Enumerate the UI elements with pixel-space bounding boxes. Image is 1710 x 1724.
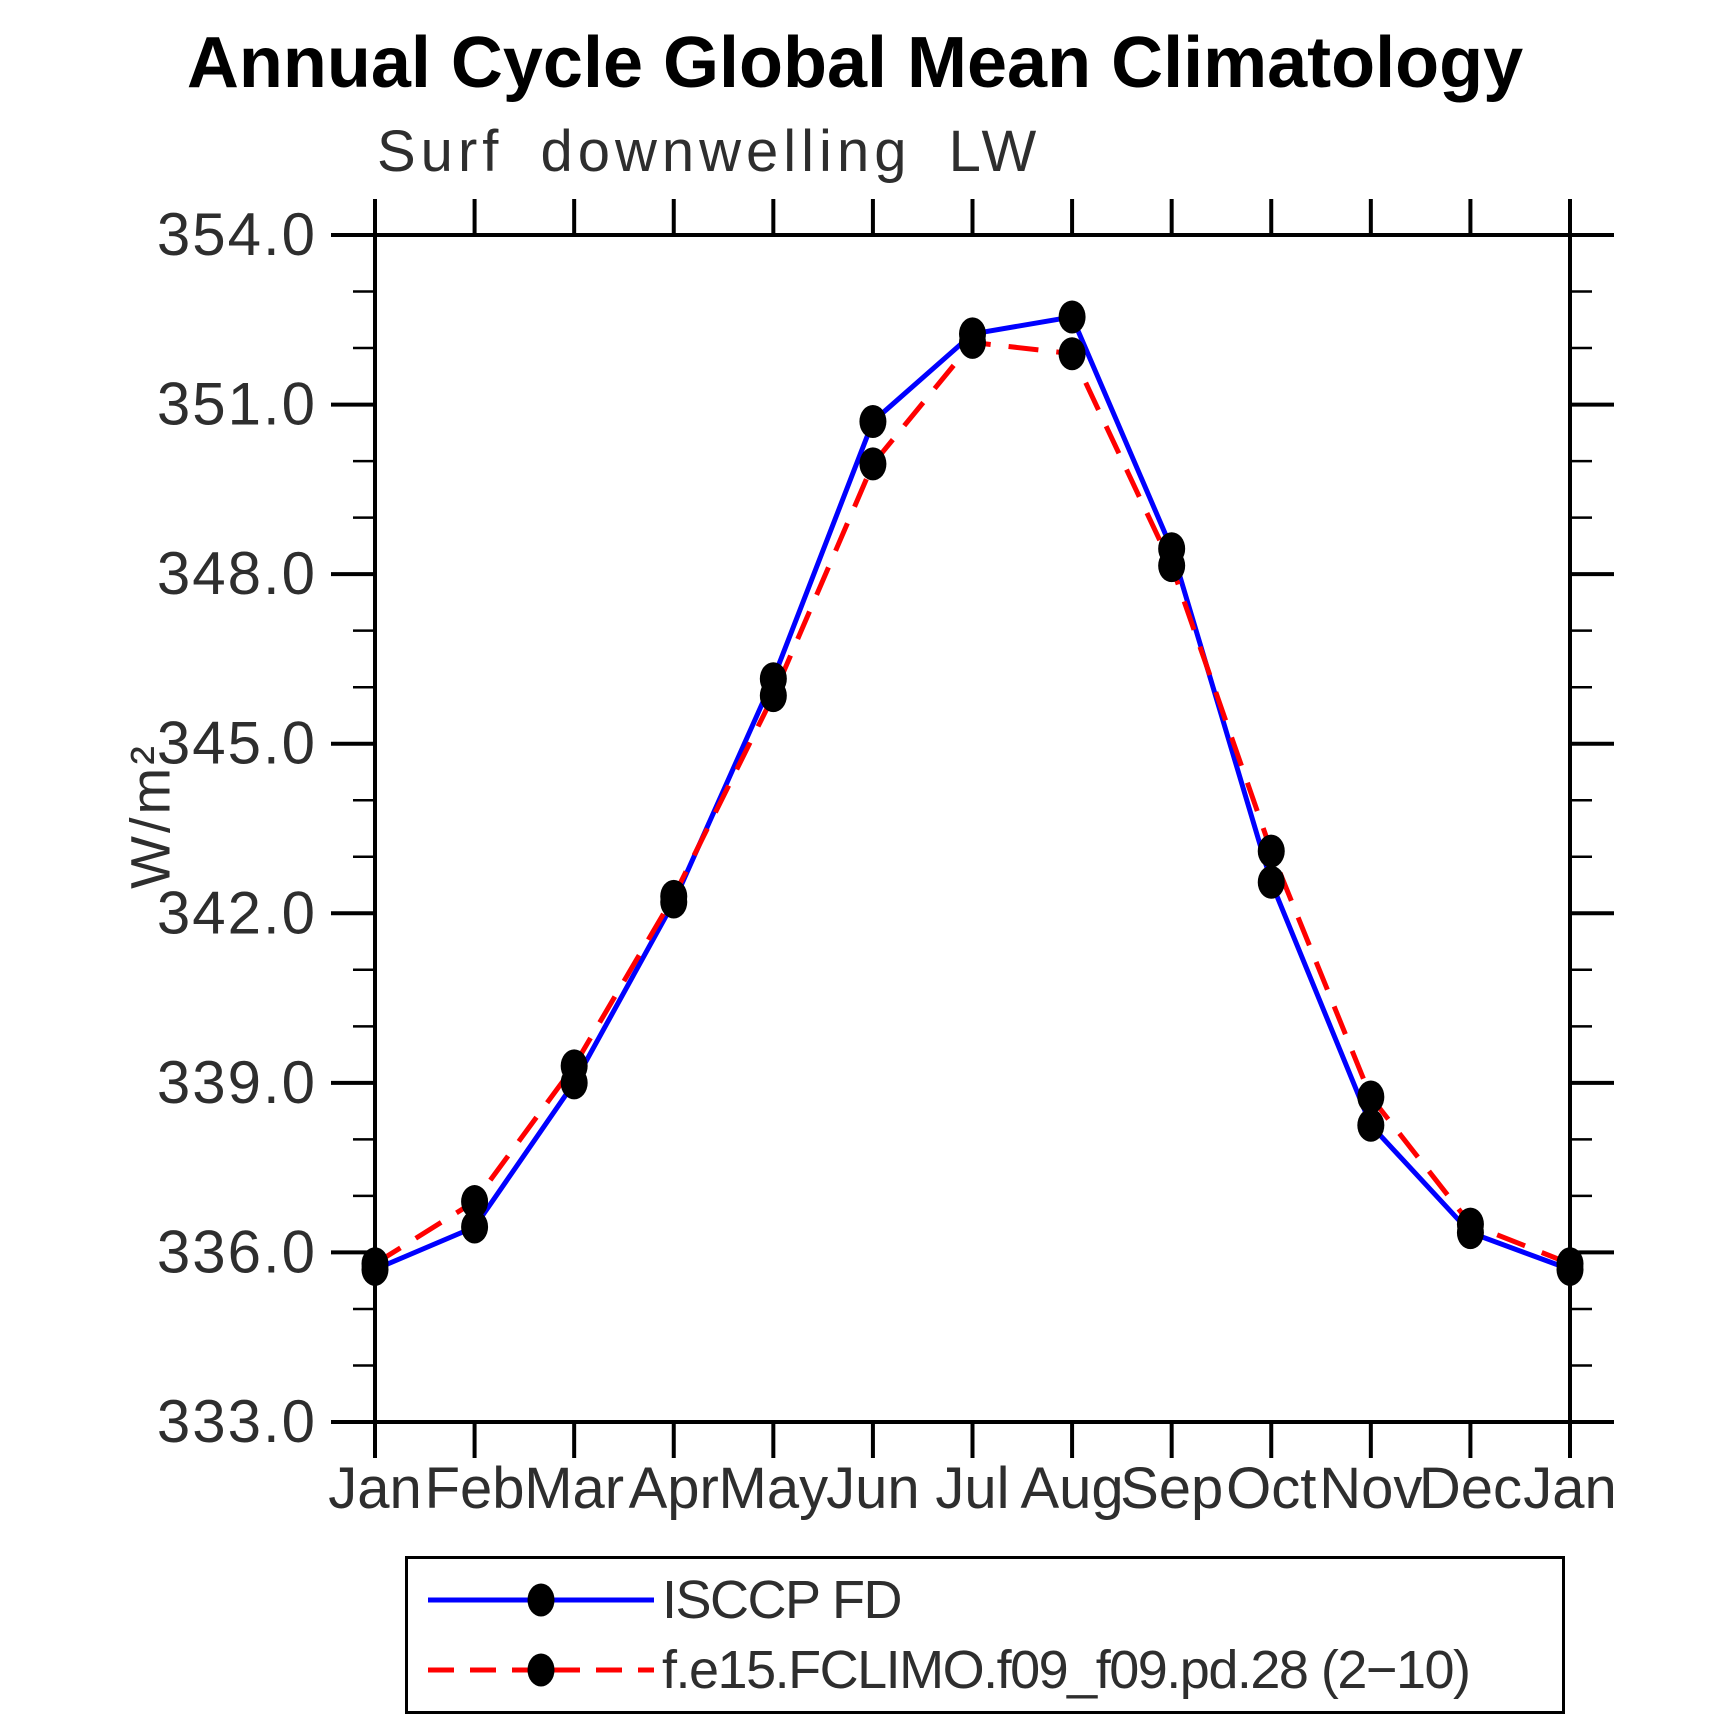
legend-label-isccp-fd: ISCCP FD — [662, 1570, 903, 1630]
chart-subtitle: Surf downwelling LW — [377, 119, 1042, 184]
x-tick-label: Sep — [1120, 1456, 1223, 1521]
y-tick-label: 354.0 — [157, 201, 317, 268]
data-point-marker-series-1 — [1058, 337, 1086, 371]
legend-entry-model: f.e15.FCLIMO.f09_f09.pd.28 (2−10) — [408, 1639, 1562, 1701]
x-tick-label: Apr — [629, 1456, 719, 1521]
x-tick-label: Jan — [328, 1456, 422, 1521]
x-tick-label: Nov — [1319, 1456, 1422, 1521]
legend-box: ISCCP FD f.e15.FCLIMO.f09_f09.pd.28 (2−1… — [405, 1556, 1565, 1714]
x-tick-label: Dec — [1419, 1456, 1522, 1521]
legend-marker-dot — [527, 1583, 555, 1617]
data-point-marker-series-0 — [1257, 865, 1285, 899]
series-line-0 — [374, 314, 1571, 1272]
data-point-marker-series-1 — [959, 325, 986, 359]
data-point-marker-series-1 — [660, 879, 688, 913]
y-axis-label: W/m² — [118, 743, 182, 889]
x-tick-label: Oct — [1226, 1456, 1316, 1521]
y-tick-label: 333.0 — [157, 1388, 317, 1455]
legend-label-model: f.e15.FCLIMO.f09_f09.pd.28 (2−10) — [662, 1640, 1471, 1700]
plot-frame — [373, 233, 1572, 1424]
x-tick-label: Jun — [826, 1456, 920, 1521]
data-point-marker-series-1 — [859, 447, 887, 481]
chart-title: Annual Cycle Global Mean Climatology — [186, 23, 1524, 103]
y-tick-label: 348.0 — [157, 540, 317, 607]
data-point-marker-series-1 — [1556, 1247, 1584, 1281]
x-tick-label: Mar — [524, 1456, 624, 1521]
y-tick-label: 339.0 — [157, 1049, 317, 1116]
legend-entry-isccp-fd: ISCCP FD — [408, 1569, 1562, 1631]
data-point-marker-series-0 — [461, 1210, 489, 1244]
legend-solid-line-sample — [428, 1583, 654, 1617]
data-point-marker-series-1 — [361, 1247, 389, 1281]
x-tick-label: Jul — [935, 1456, 1009, 1521]
series-line-1 — [373, 339, 1571, 1267]
data-point-marker-series-1 — [1456, 1207, 1484, 1241]
x-tick-label: Aug — [1020, 1456, 1123, 1521]
y-tick-label: 351.0 — [157, 371, 317, 438]
data-point-marker-series-1 — [1257, 834, 1285, 868]
y-tick-label: 342.0 — [157, 879, 317, 946]
data-point-marker-series-0 — [1357, 1108, 1385, 1142]
data-point-marker-series-1 — [759, 679, 787, 713]
data-point-marker-series-0 — [1058, 300, 1086, 334]
data-point-marker-series-1 — [1357, 1080, 1385, 1114]
legend-marker-dot — [527, 1653, 555, 1687]
data-point-marker-series-1 — [1158, 549, 1186, 583]
data-point-marker-series-1 — [461, 1185, 489, 1219]
data-point-marker-series-0 — [859, 405, 887, 439]
y-tick-label: 336.0 — [157, 1218, 317, 1285]
x-tick-label: Jan — [1523, 1456, 1617, 1521]
x-tick-label: May — [719, 1456, 829, 1521]
y-tick-label: 345.0 — [157, 710, 317, 777]
legend-dashed-line-sample — [428, 1653, 654, 1687]
x-tick-label: Feb — [425, 1456, 525, 1521]
data-point-marker-series-1 — [560, 1049, 588, 1083]
